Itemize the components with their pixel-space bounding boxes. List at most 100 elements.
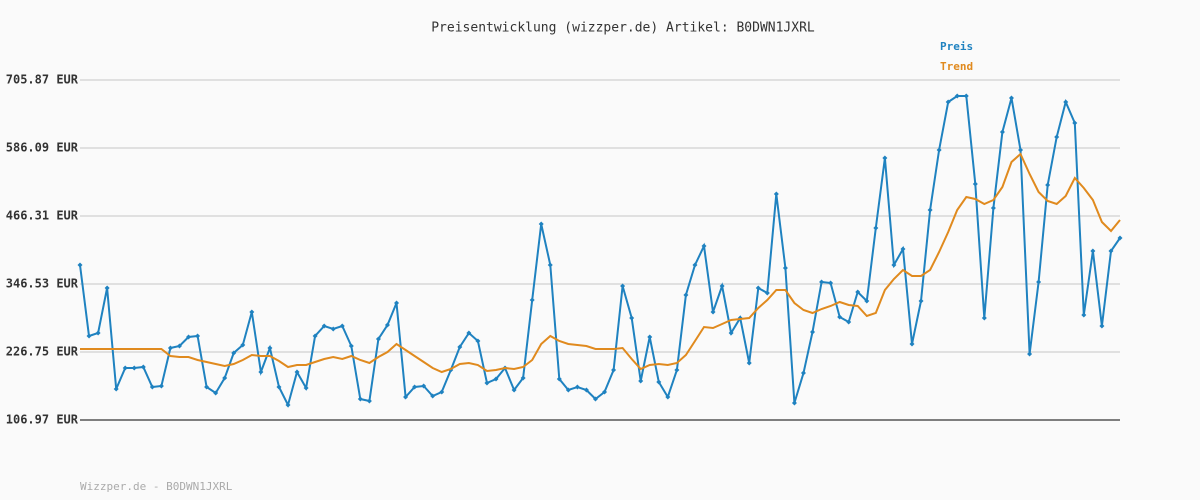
series-line [80, 152, 1121, 374]
point-marker [710, 309, 716, 315]
point-marker [728, 330, 734, 336]
point-marker [1072, 120, 1078, 126]
point-marker [1117, 235, 1123, 241]
point-marker [629, 315, 635, 321]
point-marker [1036, 279, 1042, 285]
point-marker [240, 342, 246, 348]
point-marker [719, 283, 725, 289]
point-marker [1081, 312, 1087, 318]
point-marker [276, 384, 282, 390]
point-marker [348, 343, 354, 349]
y-tick-label: 226.75 EUR [6, 345, 79, 359]
point-marker [131, 365, 137, 371]
point-marker [1108, 248, 1114, 254]
point-marker [149, 384, 155, 390]
y-tick-label: 705.87 EUR [6, 73, 79, 87]
point-marker [773, 191, 779, 197]
point-marker [457, 344, 463, 350]
point-marker [366, 398, 372, 404]
point-marker [339, 323, 345, 329]
point-marker [638, 378, 644, 384]
series-line [79, 95, 1121, 408]
point-marker [538, 221, 544, 227]
point-marker [95, 330, 101, 336]
y-tick-label: 106.97 EUR [6, 413, 79, 427]
point-marker [945, 99, 951, 105]
point-marker [303, 385, 309, 391]
point-marker [620, 283, 626, 289]
legend-entry: Trend [940, 60, 973, 73]
point-marker [828, 280, 834, 286]
point-marker [656, 379, 662, 385]
point-marker [701, 243, 707, 249]
point-marker [611, 367, 617, 373]
point-marker [258, 369, 264, 375]
y-tick-label: 346.53 EUR [6, 277, 79, 291]
point-marker [222, 375, 228, 381]
point-marker [574, 384, 580, 390]
point-marker [837, 314, 843, 320]
point-marker [864, 298, 870, 304]
point-marker [1018, 147, 1024, 153]
chart-title: Preisentwicklung (wizzper.de) Artikel: B… [431, 21, 815, 36]
point-marker [936, 147, 942, 153]
point-marker [810, 329, 816, 335]
point-marker [565, 387, 571, 393]
point-marker [900, 246, 906, 252]
y-tick-label: 586.09 EUR [6, 141, 79, 155]
point-marker [394, 300, 400, 306]
point-marker [430, 393, 436, 399]
point-marker [195, 333, 201, 339]
point-marker [529, 297, 535, 303]
point-marker [511, 387, 517, 393]
point-marker [764, 290, 770, 296]
point-marker [846, 319, 852, 325]
point-marker [873, 225, 879, 231]
point-marker [981, 315, 987, 321]
point-marker [421, 383, 427, 389]
point-marker [330, 326, 336, 332]
point-marker [412, 384, 418, 390]
legend-entry: Preis [940, 40, 973, 53]
point-marker [294, 369, 300, 375]
point-marker [493, 376, 499, 382]
point-marker [592, 396, 598, 402]
point-marker [556, 376, 562, 382]
point-marker [475, 338, 481, 344]
point-marker [1045, 182, 1051, 188]
point-marker [674, 367, 680, 373]
point-marker [972, 181, 978, 187]
point-marker [249, 309, 255, 315]
point-marker [213, 390, 219, 396]
point-marker [819, 279, 825, 285]
point-marker [918, 298, 924, 304]
point-marker [683, 292, 689, 298]
point-marker [267, 345, 273, 351]
y-tick-label: 466.31 EUR [6, 209, 79, 223]
point-marker [357, 396, 363, 402]
point-marker [927, 207, 933, 213]
point-marker [602, 389, 608, 395]
point-marker [990, 205, 996, 211]
point-marker [1090, 248, 1096, 254]
point-marker [312, 333, 318, 339]
point-marker [647, 334, 653, 340]
point-marker [167, 345, 173, 351]
point-marker [1054, 134, 1060, 140]
point-marker [439, 389, 445, 395]
point-marker [375, 336, 381, 342]
point-marker [158, 383, 164, 389]
point-marker [86, 333, 92, 339]
point-marker [122, 365, 128, 371]
point-marker [999, 129, 1005, 135]
point-marker [583, 387, 589, 393]
point-marker [791, 400, 797, 406]
point-marker [882, 155, 888, 161]
point-marker [755, 285, 761, 291]
point-marker [1063, 99, 1069, 105]
point-marker [231, 350, 237, 356]
point-marker [782, 265, 788, 271]
point-marker [384, 322, 390, 328]
point-marker [1027, 351, 1033, 357]
